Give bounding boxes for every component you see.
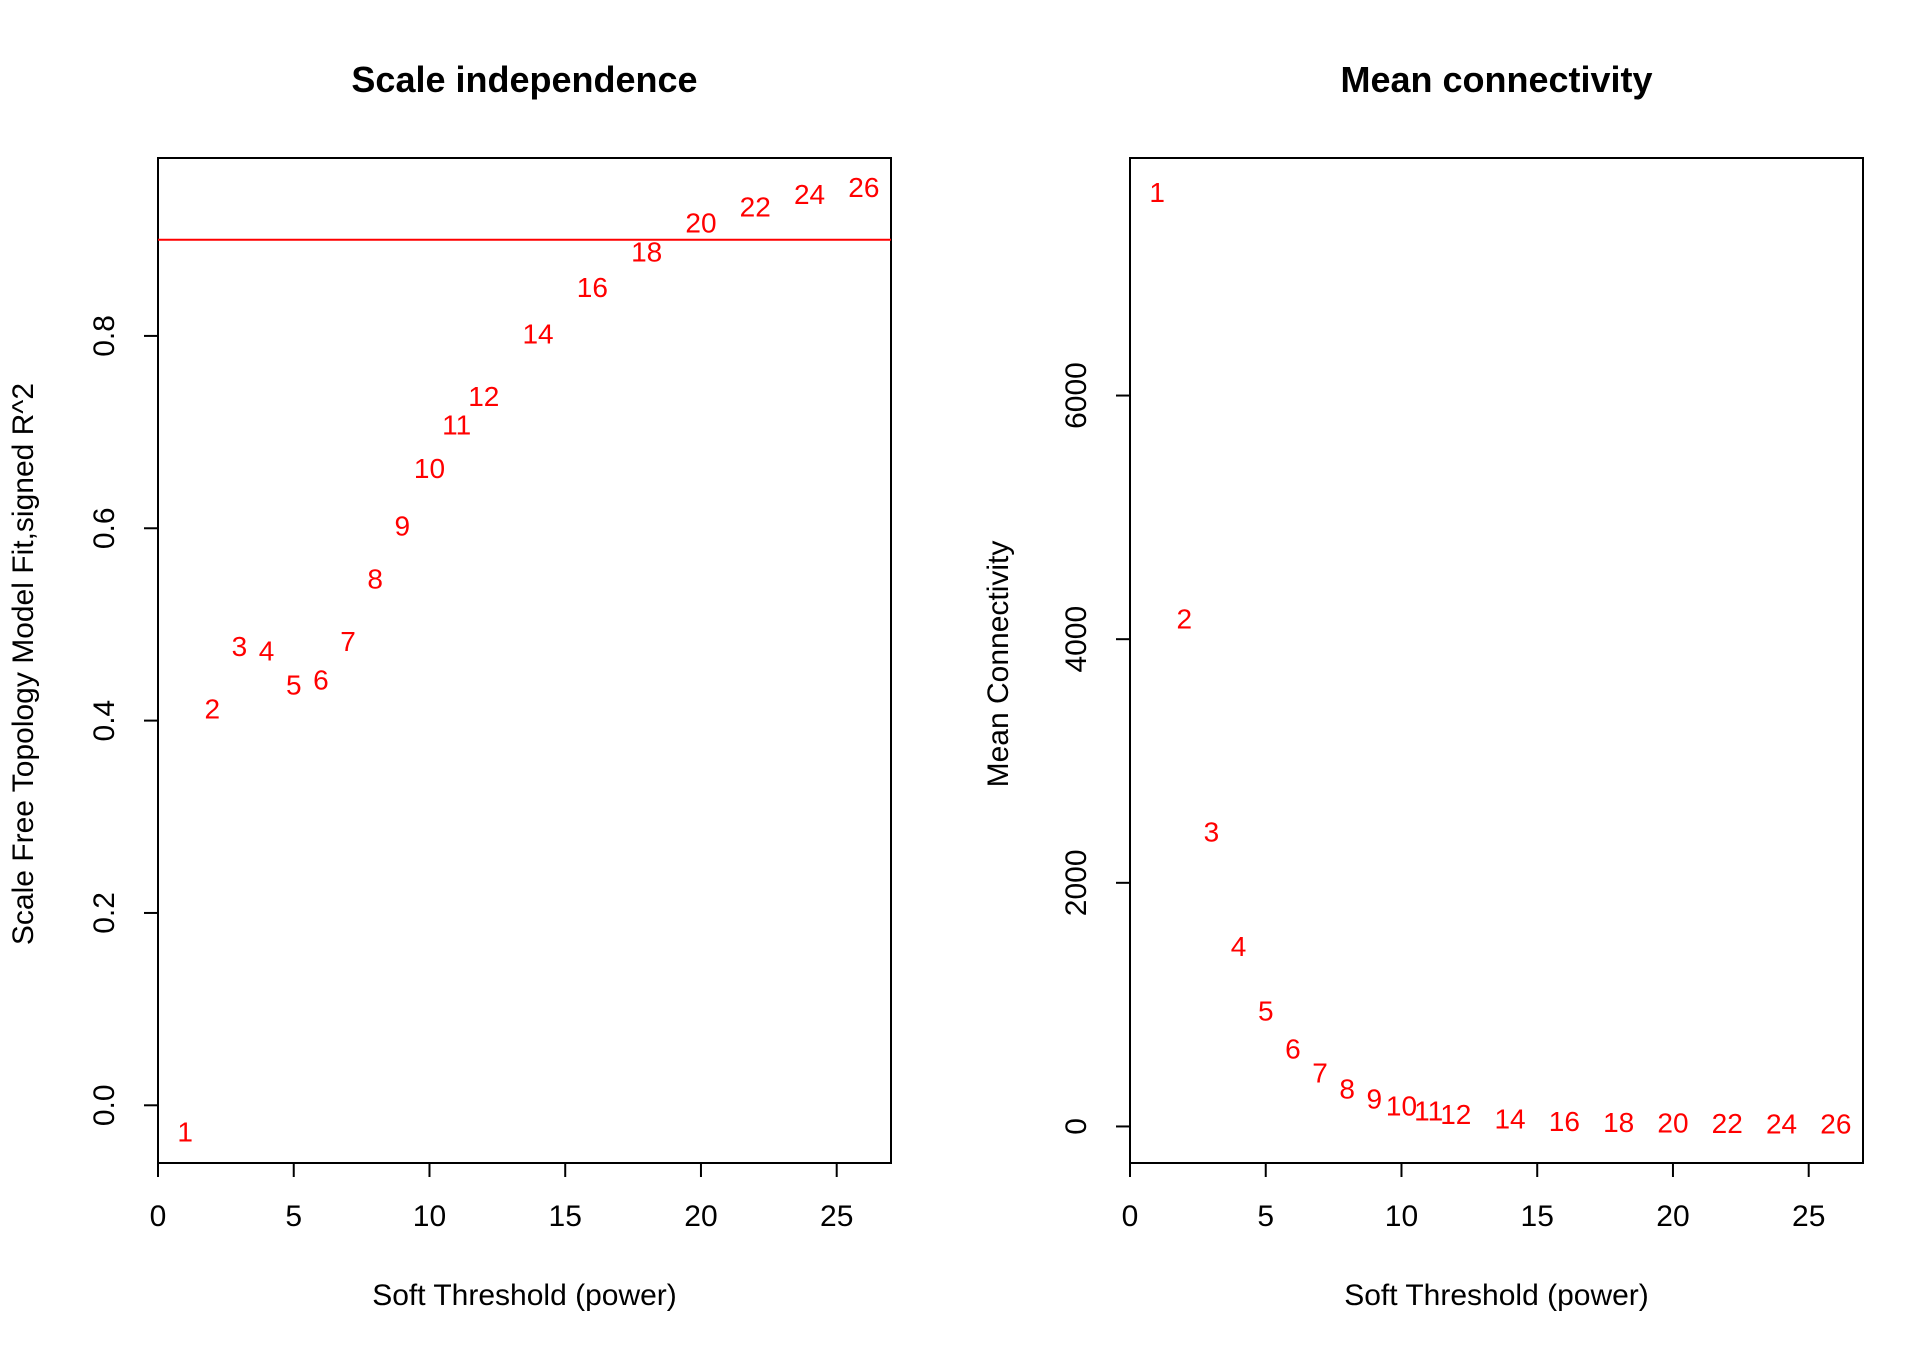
y-tick-label: 0.6 — [88, 507, 121, 549]
y-tick-label: 4000 — [1060, 606, 1093, 673]
y-tick-label: 0.4 — [88, 700, 121, 742]
data-point-label: 16 — [1549, 1106, 1580, 1137]
data-point-label: 9 — [395, 511, 411, 542]
data-point-label: 1 — [177, 1117, 193, 1148]
data-point-label: 7 — [340, 626, 356, 657]
y-tick-label: 0.0 — [88, 1084, 121, 1126]
data-point-label: 22 — [1712, 1108, 1743, 1139]
y-tick-label: 6000 — [1060, 362, 1093, 429]
data-point-label: 24 — [1766, 1108, 1797, 1139]
x-tick-label: 15 — [1521, 1200, 1554, 1233]
data-point-label: 3 — [1204, 816, 1220, 847]
x-tick-label: 15 — [549, 1200, 582, 1233]
data-point-label: 26 — [848, 172, 879, 203]
data-point-label: 2 — [205, 693, 221, 724]
data-point-label: 22 — [740, 191, 771, 222]
data-point-label: 2 — [1177, 603, 1193, 634]
data-point-label: 14 — [1494, 1103, 1525, 1134]
data-point-label: 20 — [685, 208, 716, 239]
x-tick-label: 20 — [684, 1200, 717, 1233]
data-point-label: 24 — [794, 179, 825, 210]
data-point-label: 4 — [259, 636, 275, 667]
data-point-label: 9 — [1367, 1083, 1383, 1114]
data-point-label: 11 — [442, 410, 471, 441]
y-tick-label: 0.8 — [88, 315, 121, 357]
x-tick-label: 0 — [150, 1200, 167, 1233]
data-point-label: 16 — [577, 272, 608, 303]
x-tick-label: 0 — [1122, 1200, 1139, 1233]
y-tick-label: 0 — [1060, 1118, 1093, 1135]
x-tick-label: 10 — [1385, 1200, 1418, 1233]
y-axis-label: Mean Connectivity — [982, 541, 1015, 788]
data-point-label: 18 — [1603, 1107, 1634, 1138]
data-point-label: 12 — [1440, 1099, 1471, 1130]
y-tick-label: 0.2 — [88, 892, 121, 934]
data-point-label: 6 — [313, 665, 329, 696]
data-point-label: 12 — [468, 381, 499, 412]
x-tick-label: 5 — [285, 1200, 302, 1233]
data-point-label: 3 — [232, 631, 248, 662]
data-point-label: 7 — [1312, 1058, 1328, 1089]
data-point-label: 10 — [1386, 1091, 1417, 1122]
data-point-label: 11 — [1414, 1095, 1443, 1126]
x-tick-label: 20 — [1656, 1200, 1689, 1233]
data-point-label: 5 — [286, 669, 302, 700]
data-point-label: 20 — [1657, 1108, 1688, 1139]
data-point-label: 18 — [631, 237, 662, 268]
data-point-label: 26 — [1820, 1109, 1851, 1140]
data-point-label: 5 — [1258, 996, 1274, 1027]
x-tick-label: 25 — [820, 1200, 853, 1233]
data-point-label: 4 — [1231, 931, 1247, 962]
data-point-label: 14 — [522, 318, 553, 349]
data-point-label: 8 — [367, 564, 383, 595]
data-point-label: 6 — [1285, 1033, 1301, 1064]
data-point-label: 8 — [1339, 1074, 1355, 1105]
x-axis-label: Soft Threshold (power) — [372, 1279, 677, 1312]
x-axis-label: Soft Threshold (power) — [1344, 1279, 1649, 1312]
x-tick-label: 5 — [1257, 1200, 1274, 1233]
x-tick-label: 25 — [1792, 1200, 1825, 1233]
x-tick-label: 10 — [413, 1200, 446, 1233]
data-point-label: 1 — [1149, 177, 1165, 208]
y-axis-label: Scale Free Topology Model Fit,signed R^2 — [7, 383, 40, 945]
y-tick-label: 2000 — [1060, 849, 1093, 916]
chart-title: Scale independence — [351, 59, 697, 100]
data-point-label: 10 — [414, 453, 445, 484]
plot-frame — [1129, 157, 1864, 1164]
chart-title: Mean connectivity — [1340, 59, 1652, 100]
